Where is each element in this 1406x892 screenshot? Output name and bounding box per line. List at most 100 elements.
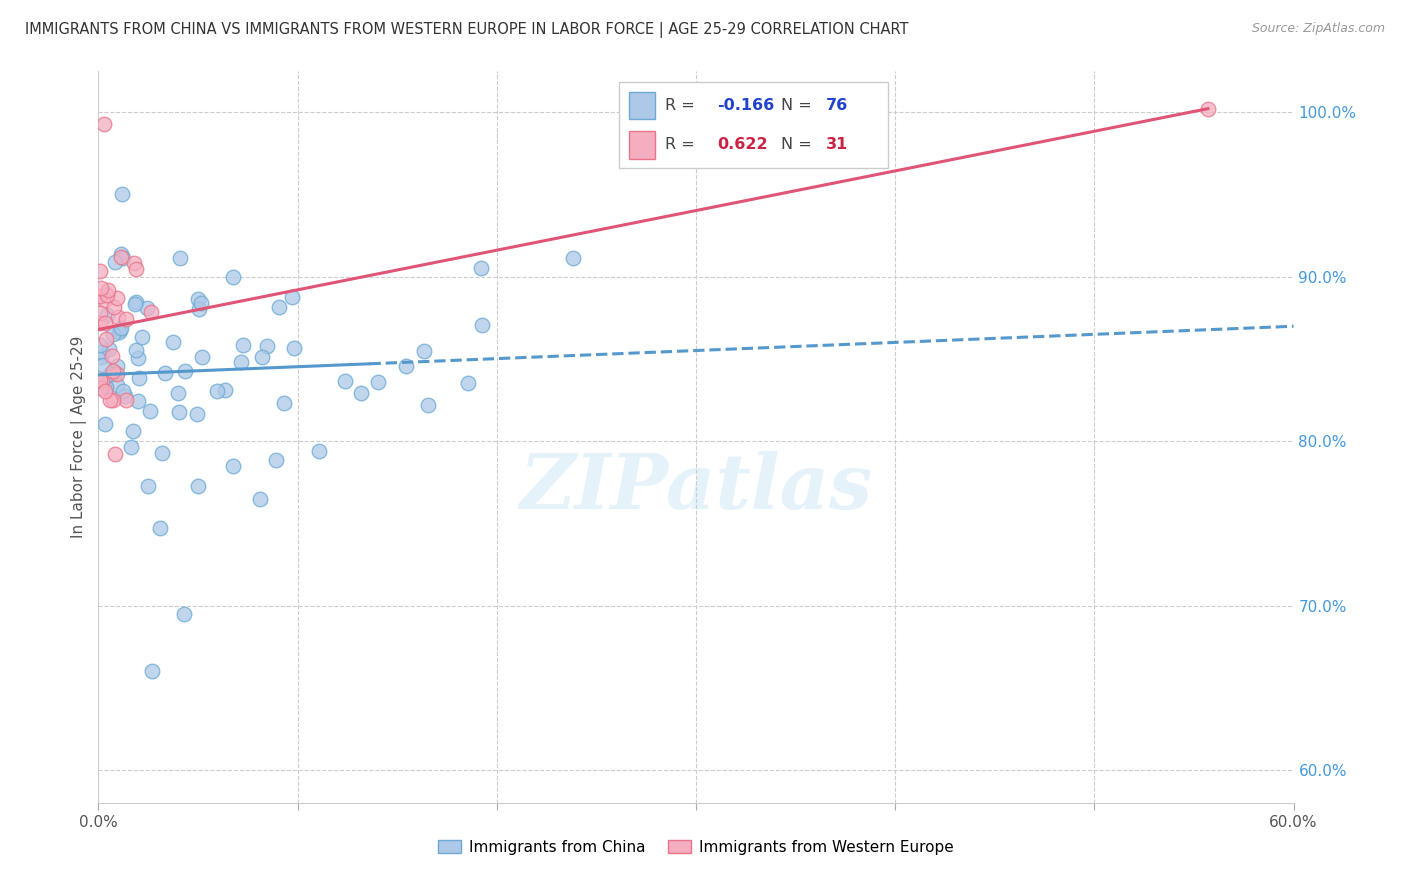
Point [418, 398, 440, 412]
Point [188, 302, 211, 317]
Point [94, 417, 117, 431]
Point [93, 358, 115, 372]
Text: Source: ZipAtlas.com: Source: ZipAtlas.com [1251, 22, 1385, 36]
Point [111, 384, 134, 398]
Bar [628, 92, 655, 120]
Point [283, 341, 305, 355]
Point [135, 301, 157, 315]
Point [107, 310, 129, 325]
Bar [628, 131, 655, 159]
Point [108, 326, 131, 340]
Point [124, 297, 146, 311]
Point [125, 343, 148, 357]
Text: N =: N = [780, 98, 817, 113]
Point [471, 318, 494, 333]
Point [91, 344, 114, 359]
Text: -0.166: -0.166 [717, 98, 775, 113]
Point [127, 394, 149, 409]
Point [122, 424, 145, 438]
Point [190, 295, 212, 310]
Point [256, 338, 278, 352]
Point [395, 359, 418, 373]
Point [187, 479, 209, 493]
Point [367, 375, 389, 389]
Point [101, 349, 124, 363]
Point [280, 290, 302, 304]
Point [96, 308, 118, 322]
Point [96, 332, 118, 346]
Point [562, 251, 585, 265]
Point [93, 377, 115, 392]
Point [115, 311, 138, 326]
Point [141, 665, 163, 679]
Point [232, 338, 254, 352]
Text: 0.622: 0.622 [717, 137, 768, 153]
Point [98, 367, 121, 381]
Text: R =: R = [665, 137, 700, 153]
Point [93, 293, 115, 307]
Point [103, 300, 125, 314]
Point [94, 380, 117, 394]
Point [333, 375, 356, 389]
Point [222, 270, 245, 285]
Y-axis label: In Labor Force | Age 25-29: In Labor Force | Age 25-29 [70, 336, 87, 538]
Point [231, 354, 253, 368]
Point [186, 407, 208, 421]
Point [169, 252, 191, 266]
Point [222, 458, 245, 473]
Point [122, 256, 145, 270]
Point [470, 260, 492, 275]
Point [153, 366, 176, 380]
Point [89, 289, 111, 303]
Point [269, 300, 291, 314]
Point [138, 478, 160, 492]
Point [162, 335, 184, 350]
Point [166, 386, 188, 401]
Point [101, 326, 124, 341]
Bar [620, 82, 889, 168]
Point [249, 491, 271, 506]
Point [264, 453, 287, 467]
Text: N =: N = [780, 137, 817, 153]
Point [1197, 102, 1219, 116]
Point [90, 381, 112, 395]
Point [127, 351, 149, 365]
Point [105, 292, 128, 306]
Point [457, 376, 479, 390]
Point [101, 393, 124, 408]
Point [125, 295, 148, 310]
Point [91, 374, 114, 388]
Point [98, 393, 121, 408]
Point [111, 187, 134, 202]
Point [111, 252, 134, 266]
Point [413, 344, 436, 359]
Point [139, 305, 162, 319]
Text: ZIPatlas: ZIPatlas [519, 451, 873, 525]
Point [187, 292, 209, 306]
Text: 76: 76 [827, 98, 848, 113]
Point [139, 404, 162, 418]
Point [110, 320, 132, 334]
Point [350, 386, 373, 401]
Point [150, 446, 173, 460]
Point [96, 288, 118, 302]
Point [115, 392, 138, 407]
Point [105, 377, 128, 392]
Point [93, 117, 115, 131]
Point [110, 250, 132, 264]
Point [103, 364, 125, 378]
Point [250, 350, 273, 364]
Point [174, 364, 197, 378]
Point [97, 283, 120, 297]
Point [94, 316, 117, 330]
Point [105, 367, 128, 381]
Point [110, 247, 132, 261]
Point [308, 444, 330, 458]
Point [191, 350, 214, 364]
Point [110, 324, 132, 338]
Point [173, 607, 195, 621]
Point [104, 366, 127, 380]
Point [89, 338, 111, 352]
Point [104, 447, 127, 461]
Point [207, 384, 229, 398]
